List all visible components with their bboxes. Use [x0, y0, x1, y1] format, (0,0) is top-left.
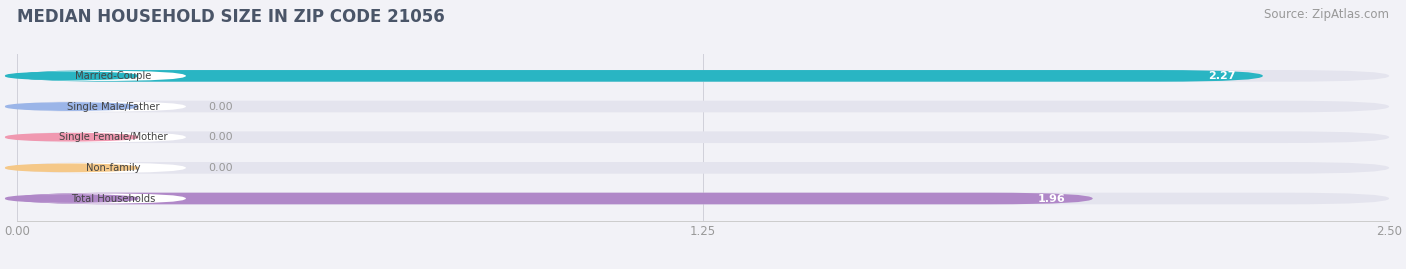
- Circle shape: [6, 72, 138, 80]
- Text: Source: ZipAtlas.com: Source: ZipAtlas.com: [1264, 8, 1389, 21]
- FancyBboxPatch shape: [17, 70, 1263, 82]
- Circle shape: [6, 195, 138, 202]
- Text: Married-Couple: Married-Couple: [76, 71, 152, 81]
- Text: 1.96: 1.96: [1038, 193, 1066, 204]
- Text: 0.00: 0.00: [208, 132, 232, 142]
- FancyBboxPatch shape: [21, 132, 186, 142]
- FancyBboxPatch shape: [17, 162, 1389, 174]
- Text: Non-family: Non-family: [86, 163, 141, 173]
- Text: 0.00: 0.00: [208, 101, 232, 112]
- FancyBboxPatch shape: [17, 131, 1389, 143]
- Circle shape: [6, 164, 138, 172]
- FancyBboxPatch shape: [21, 193, 186, 204]
- Text: Total Households: Total Households: [72, 193, 156, 204]
- Text: Single Male/Father: Single Male/Father: [67, 101, 160, 112]
- Circle shape: [6, 103, 138, 110]
- FancyBboxPatch shape: [21, 101, 186, 112]
- Text: MEDIAN HOUSEHOLD SIZE IN ZIP CODE 21056: MEDIAN HOUSEHOLD SIZE IN ZIP CODE 21056: [17, 8, 444, 26]
- Text: Single Female/Mother: Single Female/Mother: [59, 132, 167, 142]
- FancyBboxPatch shape: [17, 193, 1389, 204]
- FancyBboxPatch shape: [17, 101, 1389, 112]
- Text: 0.00: 0.00: [208, 163, 232, 173]
- FancyBboxPatch shape: [21, 71, 186, 81]
- Text: 2.27: 2.27: [1208, 71, 1236, 81]
- FancyBboxPatch shape: [17, 193, 1092, 204]
- FancyBboxPatch shape: [21, 163, 186, 173]
- FancyBboxPatch shape: [17, 70, 1389, 82]
- Circle shape: [6, 133, 138, 141]
